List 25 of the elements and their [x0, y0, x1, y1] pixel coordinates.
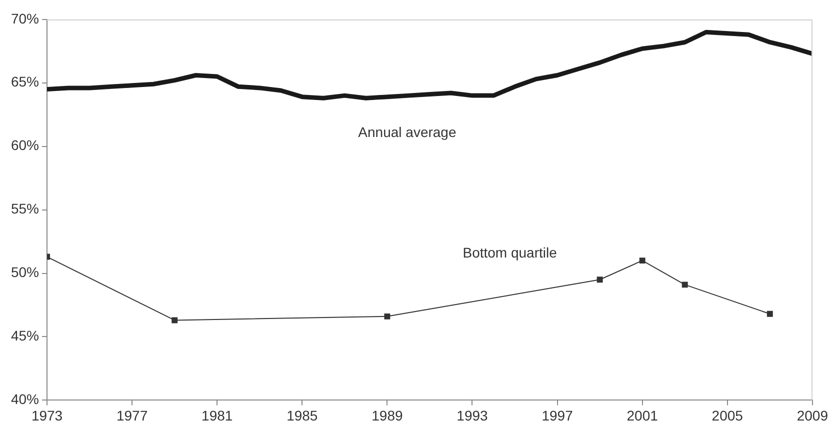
point	[766, 310, 773, 317]
x-tick-label: 1977	[116, 407, 148, 424]
x-tick-label: 1981	[202, 407, 233, 424]
x-tick-label: 2009	[796, 407, 828, 424]
x-tick-label: 1985	[286, 407, 318, 424]
y-tick-label: 70%	[10, 10, 40, 26]
x-tick-label: 2005	[712, 407, 744, 424]
point	[172, 317, 178, 324]
x-tick-label: 2001	[626, 407, 658, 424]
point	[682, 282, 688, 288]
y-tick-label: 40%	[10, 391, 40, 408]
y-tick-label: 50%	[10, 264, 40, 280]
y-tick-label: 60%	[10, 137, 40, 154]
y-tick-label: 65%	[10, 74, 40, 90]
x-tick-label: 1993	[456, 407, 488, 424]
y-tick-label: 45%	[10, 328, 40, 344]
point	[639, 258, 646, 264]
point	[596, 276, 603, 283]
x-tick-label: 1989	[372, 407, 403, 424]
series-label: Annual average	[358, 124, 456, 140]
point	[384, 313, 390, 320]
y-tick-label: 55%	[10, 200, 40, 217]
x-tick-label: 1997	[542, 407, 574, 424]
series-label: Bottom quartile	[462, 244, 558, 261]
x-tick-label: 1973	[31, 407, 63, 424]
